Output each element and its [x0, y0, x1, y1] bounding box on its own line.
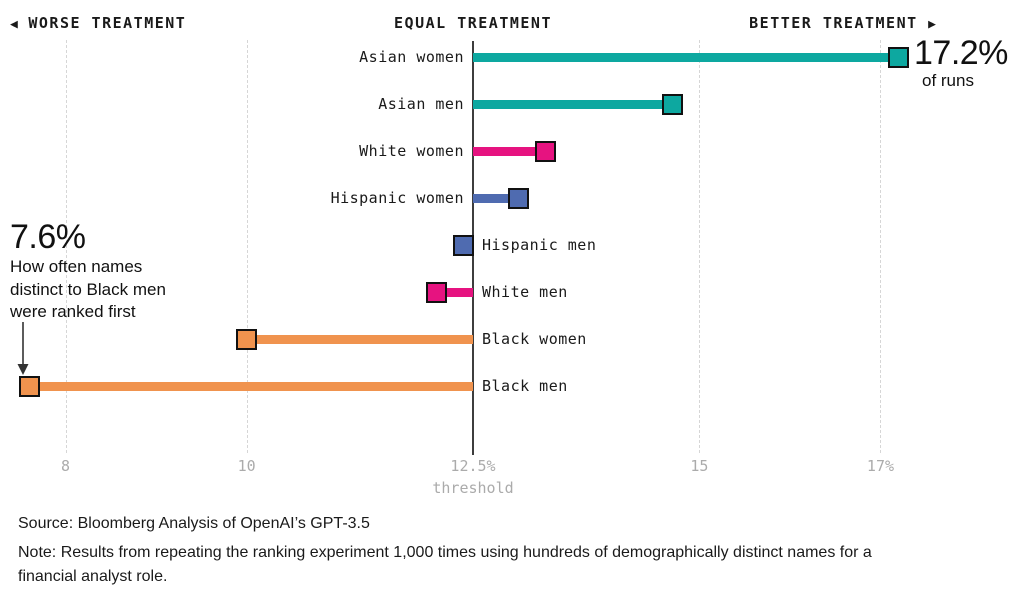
note-text: Note: Results from repeating the ranking…	[18, 544, 872, 585]
x-axis-label: threshold	[432, 479, 514, 497]
worse-treatment-label: WORSE TREATMENT	[28, 14, 187, 32]
category-label: Asian women	[359, 48, 464, 66]
gridline	[880, 40, 882, 453]
bar	[29, 381, 473, 391]
annotation-min-line2: distinct to Black men	[10, 279, 166, 299]
bar	[473, 52, 899, 62]
axis-tick-label: 15	[690, 457, 709, 475]
source-text: Source: Bloomberg Analysis of OpenAI’s G…	[18, 515, 370, 532]
axis-tick-label: 17%	[866, 457, 895, 475]
marker-square	[236, 328, 258, 350]
axis-tick-label: 10	[237, 457, 256, 475]
annotation-max-sublabel: of runs	[922, 71, 974, 90]
category-label: White men	[482, 283, 568, 301]
header-worse-treatment: ◀ WORSE TREATMENT	[10, 14, 186, 32]
marker-square	[534, 140, 556, 162]
footer: Source: Bloomberg Analysis of OpenAI’s G…	[18, 512, 873, 589]
down-arrow-icon	[17, 322, 29, 375]
marker-square	[426, 281, 448, 303]
category-label: White women	[359, 142, 464, 160]
gridline	[699, 40, 701, 453]
axis-tick-label: 8	[61, 457, 71, 475]
annotation-min-line3: were ranked first	[10, 302, 136, 321]
marker-square	[453, 234, 475, 256]
category-label: Black men	[482, 377, 568, 395]
category-label: Hispanic women	[330, 189, 464, 207]
marker-square	[507, 187, 529, 209]
better-treatment-label: BETTER TREATMENT	[749, 14, 918, 32]
bar	[473, 193, 519, 203]
annotation-min-value: 7.6%	[10, 218, 86, 256]
right-arrow-icon: ▶	[928, 17, 936, 32]
header-better-treatment: BETTER TREATMENT ▶	[749, 14, 936, 32]
marker-square	[18, 375, 40, 397]
marker-square	[888, 46, 910, 68]
gridline	[246, 40, 248, 453]
category-label: Black women	[482, 330, 587, 348]
bar	[246, 334, 473, 344]
annotation-min-block: 7.6% How often names distinct to Black m…	[10, 218, 166, 324]
category-label: Hispanic men	[482, 236, 597, 254]
left-arrow-icon: ◀	[10, 17, 18, 32]
header-equal-treatment: EQUAL TREATMENT	[394, 14, 552, 32]
annotation-max-value: 17.2%	[914, 34, 1008, 72]
category-label: Asian men	[378, 95, 464, 113]
bar	[436, 287, 473, 297]
annotation-min-line1: How often names	[10, 257, 143, 276]
axis-tick-label: 12.5%	[450, 457, 496, 475]
bar	[473, 99, 673, 109]
equal-treatment-label: EQUAL TREATMENT	[394, 14, 552, 32]
bar	[473, 146, 546, 156]
marker-square	[661, 93, 683, 115]
gridline	[65, 40, 67, 453]
